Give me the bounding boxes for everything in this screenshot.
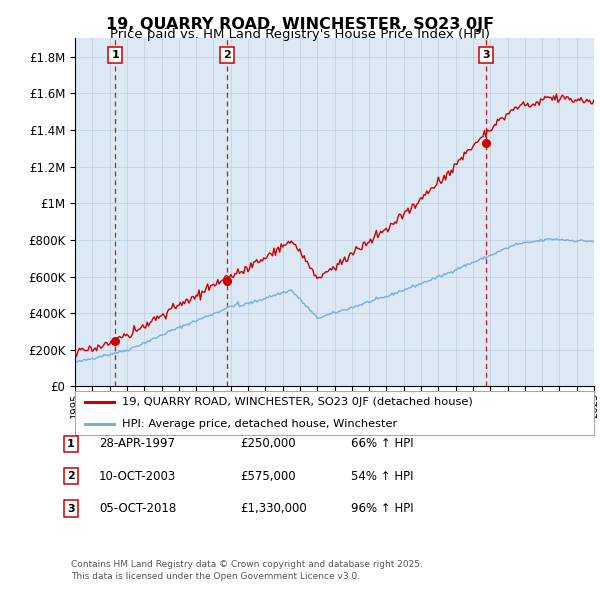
Text: 3: 3 xyxy=(482,50,490,60)
Text: £1,330,000: £1,330,000 xyxy=(240,502,307,515)
Text: HPI: Average price, detached house, Winchester: HPI: Average price, detached house, Winc… xyxy=(122,419,397,429)
Text: Contains HM Land Registry data © Crown copyright and database right 2025.
This d: Contains HM Land Registry data © Crown c… xyxy=(71,560,422,581)
Text: £575,000: £575,000 xyxy=(240,470,296,483)
Text: 54% ↑ HPI: 54% ↑ HPI xyxy=(351,470,413,483)
Text: 28-APR-1997: 28-APR-1997 xyxy=(99,437,175,450)
Text: 1: 1 xyxy=(67,439,74,448)
Text: £250,000: £250,000 xyxy=(240,437,296,450)
Text: 2: 2 xyxy=(67,471,74,481)
Text: 10-OCT-2003: 10-OCT-2003 xyxy=(99,470,176,483)
Text: 3: 3 xyxy=(67,504,74,513)
Text: 1: 1 xyxy=(111,50,119,60)
Text: 66% ↑ HPI: 66% ↑ HPI xyxy=(351,437,413,450)
Text: 19, QUARRY ROAD, WINCHESTER, SO23 0JF (detached house): 19, QUARRY ROAD, WINCHESTER, SO23 0JF (d… xyxy=(122,397,472,407)
Text: 2: 2 xyxy=(223,50,231,60)
Text: Price paid vs. HM Land Registry's House Price Index (HPI): Price paid vs. HM Land Registry's House … xyxy=(110,28,490,41)
Text: 96% ↑ HPI: 96% ↑ HPI xyxy=(351,502,413,515)
Text: 05-OCT-2018: 05-OCT-2018 xyxy=(99,502,176,515)
Text: 19, QUARRY ROAD, WINCHESTER, SO23 0JF: 19, QUARRY ROAD, WINCHESTER, SO23 0JF xyxy=(106,17,494,31)
